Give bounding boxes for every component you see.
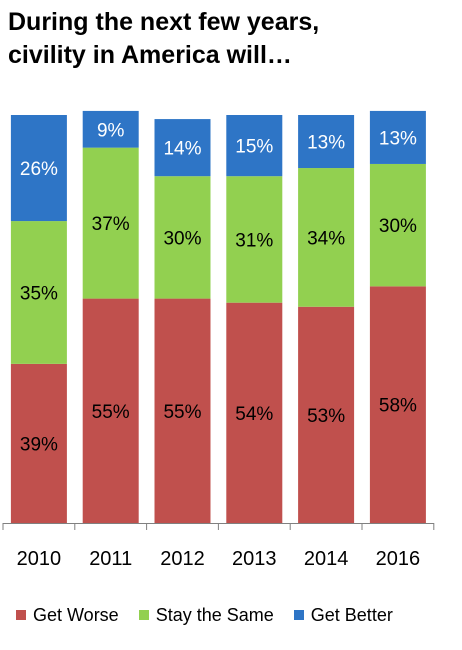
bar-stay-the-same-2011: [82, 147, 139, 299]
bar-stay-the-same-2013: [226, 176, 283, 303]
legend-label-get-worse: Get Worse: [33, 605, 119, 625]
x-tick-label-2011: 2011: [89, 548, 132, 570]
x-tick-label-2010: 2010: [17, 548, 62, 570]
bar-stay-the-same-2012: [154, 176, 211, 299]
bar-get-worse-2012: [154, 298, 211, 523]
data-label-stay-the-same-2016: 30%: [379, 216, 417, 237]
legend-item-get-better: Get Better: [293, 604, 393, 626]
bar-get-worse-2013: [226, 302, 283, 523]
data-label-get-better-2014: 13%: [307, 133, 345, 154]
legend-label-get-better: Get Better: [310, 605, 393, 625]
x-tick-label-2016: 2016: [376, 548, 421, 570]
title-line-2: civility in America will…: [8, 41, 292, 69]
data-label-get-worse-2011: 55%: [92, 402, 130, 423]
data-label-stay-the-same-2011: 37%: [92, 214, 130, 235]
bar-get-worse-2010: [10, 363, 67, 523]
legend-swatch-get-better: [293, 610, 304, 620]
bar-get-better-2011: [82, 110, 139, 148]
data-label-stay-the-same-2013: 31%: [235, 230, 273, 251]
data-label-get-better-2016: 13%: [379, 128, 417, 149]
data-label-stay-the-same-2012: 30%: [163, 228, 201, 249]
x-tick-label-2013: 2013: [232, 548, 277, 570]
data-label-stay-the-same-2010: 35%: [20, 283, 58, 304]
chart-title: During the next few years, civility in A…: [8, 6, 458, 72]
bar-get-better-2012: [154, 119, 211, 177]
data-label-get-worse-2014: 53%: [307, 406, 345, 427]
x-tick-label-2012: 2012: [160, 548, 205, 570]
bar-get-worse-2014: [298, 306, 355, 523]
bar-stay-the-same-2010: [10, 221, 67, 364]
data-label-get-better-2010: 26%: [20, 159, 58, 180]
chart-legend: Get Worse Stay the Same Get Better: [16, 604, 393, 626]
legend-item-get-worse: Get Worse: [16, 604, 119, 626]
data-label-get-worse-2016: 58%: [379, 396, 417, 417]
data-label-get-better-2013: 15%: [235, 137, 273, 158]
legend-item-stay-the-same: Stay the Same: [138, 604, 274, 626]
data-label-stay-the-same-2014: 34%: [307, 228, 345, 249]
legend-swatch-get-worse: [16, 610, 26, 620]
bar-get-worse-2011: [82, 298, 139, 523]
data-label-get-better-2012: 14%: [163, 139, 201, 160]
legend-swatch-stay-the-same: [138, 610, 149, 620]
data-label-get-worse-2010: 39%: [20, 434, 58, 455]
bar-stay-the-same-2016: [369, 163, 426, 287]
bar-get-better-2013: [226, 115, 283, 177]
bar-get-better-2014: [298, 115, 355, 169]
data-label-get-better-2011: 9%: [97, 120, 125, 141]
title-line-1: During the next few years,: [8, 8, 320, 36]
bar-stay-the-same-2014: [298, 168, 355, 307]
data-label-get-worse-2012: 55%: [163, 402, 201, 423]
bar-get-worse-2016: [369, 286, 426, 523]
x-tick-label-2014: 2014: [304, 548, 349, 570]
bar-get-better-2010: [10, 115, 67, 222]
legend-label-stay-the-same: Stay the Same: [155, 605, 274, 625]
stacked-bar-chart: 39% 35% 26% 2010 55% 37% 9% 2011 55% 30% 14% 2012 54…: [2, 110, 435, 570]
data-label-get-worse-2013: 54%: [235, 404, 273, 425]
bar-get-better-2016: [369, 110, 426, 164]
